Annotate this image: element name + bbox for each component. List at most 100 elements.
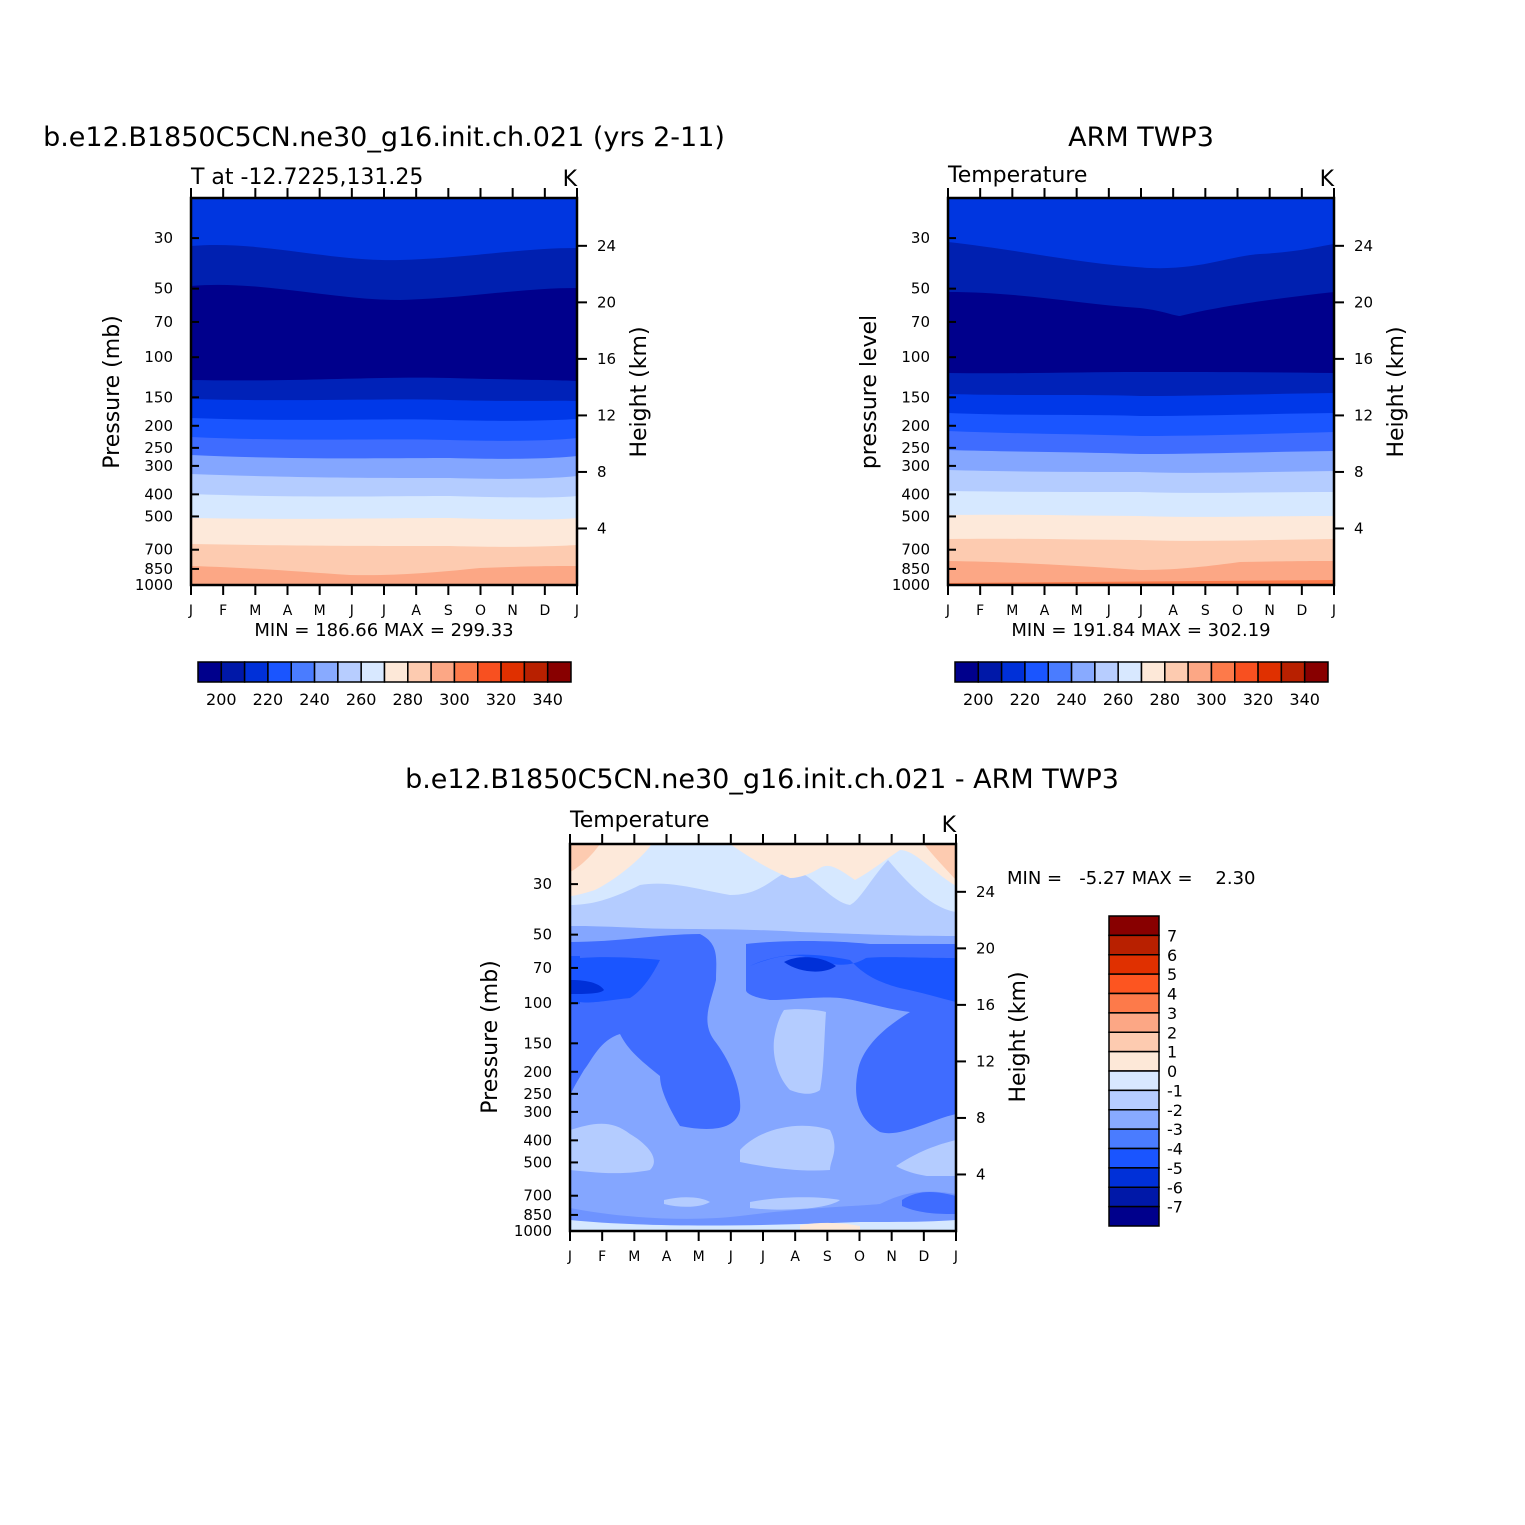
band-minus1-lowright [896,1140,956,1178]
band-plus1-bottom [800,1222,860,1231]
band-minus1-center [773,1009,826,1094]
y-right-tick-label: 24 [1354,237,1373,255]
band-minus1-bottom-a [664,1197,710,1207]
x-tick-label: N [886,1249,896,1265]
x-tick-label: S [1201,603,1210,619]
colorbar-label: 300 [439,690,470,709]
colorbar-label: 280 [1150,690,1181,709]
panel-obs-subtitle: Temperature [947,163,1087,188]
x-tick-label: J [728,1249,733,1265]
colorbar-label: -4 [1167,1140,1183,1159]
y-tick-label: 250 [901,439,930,457]
colorbar-box [1140,661,1166,683]
x-tick-label: J [574,603,579,619]
band-minus3-right [746,941,956,1134]
colorbar-box [1234,661,1259,683]
y-right-tick-label: 24 [976,883,995,901]
y-right-tick-label: 8 [597,463,607,481]
colorbar-box [1108,1031,1160,1053]
colorbar-label: -2 [1167,1101,1183,1120]
y-right-tick-label: 24 [597,237,616,255]
band-plus1-top [730,844,956,886]
y-tick-label: 850 [901,560,930,578]
colorbar-box [523,661,549,683]
y-tick-label: 200 [901,417,930,435]
y-tick-label: 150 [144,388,173,406]
colorbar-box [1108,1089,1160,1111]
band-minus1-bottom-b [750,1197,840,1210]
band-290 [191,566,577,585]
y-tick-label: 850 [523,1206,552,1224]
colorbar-box [1117,661,1143,683]
x-tick-label: D [1296,603,1307,619]
band-plus2-right [924,844,956,880]
colorbar-box [243,661,269,683]
colorbar-box [220,661,246,683]
colorbar-box [1070,661,1096,683]
x-tick-label: S [444,603,453,619]
colorbar-box [383,661,409,683]
y-right-tick-label: 12 [1354,406,1373,424]
panel-model-ylabel: Pressure (mb) [100,315,125,469]
panel-model-subtitle: T at -12.7225,131.25 [190,165,423,190]
y-right-tick-label: 20 [597,293,616,311]
y-tick-label: 700 [144,541,173,559]
band-minus2b-bottom [570,1191,956,1231]
colorbar-label: 7 [1167,926,1177,945]
y-tick-label: 100 [144,348,173,366]
colorbar-label: 5 [1167,965,1177,984]
x-tick-label: J [349,603,354,619]
y-tick-label: 30 [533,875,552,893]
y-right-tick-label: 20 [1354,293,1373,311]
colorbar-label: 3 [1167,1004,1177,1023]
colorbar-box [1047,661,1073,683]
band-minus5-center [784,957,836,972]
colorbar-box [1108,973,1160,995]
colorbar-box [1000,661,1026,683]
x-tick-label: F [598,1249,606,1265]
x-tick-label: A [1168,603,1178,619]
x-tick-label: J [1331,603,1336,619]
y-right-tick-label: 12 [597,406,616,424]
y-tick-label: 30 [154,229,173,247]
x-tick-label: J [945,603,950,619]
y-tick-label: 300 [523,1103,552,1121]
y-right-tick-label: 8 [1354,463,1364,481]
panel-diff-ylabel-right: Height (km) [1006,971,1031,1102]
y-tick-label: 150 [901,388,930,406]
colorbar-box [1094,661,1119,683]
y-tick-label: 400 [144,485,173,503]
colorbar-label: -5 [1167,1159,1183,1178]
panel-model-minmax: MIN = 186.66 MAX = 299.33 [254,620,513,641]
colorbar-box [500,661,526,683]
colorbar-box [313,661,339,683]
panel-model-ylabel-right: Height (km) [627,326,652,457]
y-tick-label: 700 [901,541,930,559]
x-tick-label: M [249,603,261,619]
y-tick-label: 200 [523,1063,552,1081]
colorbar-box [1257,661,1283,683]
colorbar-box [1108,1147,1160,1169]
colorbar-box [1108,1050,1160,1072]
y-tick-label: 50 [154,280,173,298]
y-tick-label: 500 [523,1153,552,1171]
colorbar-box [430,661,456,683]
band-minus5-left [570,980,604,994]
colorbar-box [1108,1012,1160,1033]
x-tick-label: J [1106,603,1111,619]
y-right-tick-label: 16 [976,996,995,1014]
x-tick-label: D [539,603,550,619]
y-tick-label: 1000 [135,576,173,594]
y-right-tick-label: 16 [597,350,616,368]
x-tick-label: S [823,1249,832,1265]
y-right-tick-label: 4 [597,519,607,537]
x-tick-label: J [953,1249,958,1265]
colorbar-box [1108,1109,1160,1130]
x-tick-label: J [381,603,386,619]
y-tick-label: 400 [523,1131,552,1149]
